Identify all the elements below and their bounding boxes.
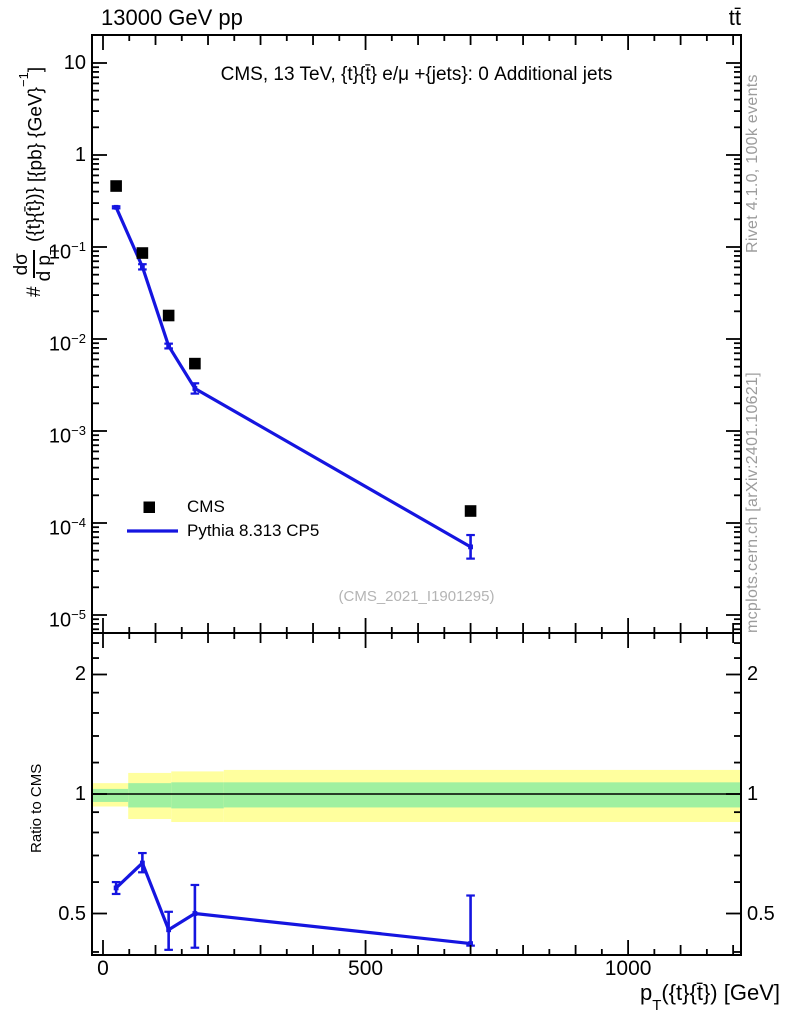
main-y-tick-label: 10−1 [48, 239, 86, 264]
main-y-tick-label: 10−5 [48, 607, 86, 632]
legend-marker-cms [143, 501, 155, 513]
mc-line-vertices-ratio [113, 860, 473, 946]
cms-data-points [110, 180, 477, 517]
ratio-band-green [93, 782, 740, 809]
mc-error-bars-main [111, 205, 475, 560]
side-note-generator: Rivet 4.1.0, 100k events [744, 74, 761, 253]
cms-data-point [189, 357, 201, 370]
ylabel-hash: # [23, 286, 45, 297]
ratio-y-tick-label-left: 1 [74, 783, 86, 805]
mc-line-vertices-main [113, 204, 473, 550]
side-note-mcplots: mcplots.cern.ch [arXiv:2401.10621] [744, 371, 761, 633]
main-panel-frame [91, 34, 742, 634]
header-process: tt̄ [728, 5, 741, 30]
ratio-y-tick-label-right: 1 [747, 783, 759, 805]
ratio-y-axis-label: Ratio to CMS [28, 763, 45, 853]
main-y-tick-label: 1 [74, 144, 86, 166]
mc-error-bars-ratio [111, 851, 475, 951]
ratio-y-tick-label-right: 0.5 [747, 902, 775, 925]
legend-label-pythia: Pythia 8.313 CP5 [187, 521, 320, 540]
analysis-id-watermark: (CMS_2021_I1901295) [338, 588, 495, 605]
cms-data-point [162, 309, 175, 322]
main-y-tick-label: 10−3 [48, 423, 86, 448]
ylabel-args: ({t}{t̄})} [23, 187, 45, 243]
axis-ticks [92, 35, 741, 955]
x-tick-label: 1000 [604, 957, 652, 980]
header-beam-energy: 13000 GeV pp [101, 5, 243, 30]
cms-data-point [136, 247, 149, 259]
ylabel-units: [{pb} {GeV}−1] [16, 66, 47, 183]
ratio-y-tick-label-left: 2 [74, 663, 86, 686]
cms-data-point [464, 505, 477, 517]
x-tick-label: 0 [97, 957, 109, 980]
main-y-tick-label: 10 [63, 52, 86, 74]
plot-title: CMS, 13 TeV, {t}{t̄} e/μ +{jets}: 0 Addi… [220, 64, 613, 85]
cms-data-point [110, 180, 122, 192]
ratio-y-tick-label-right: 2 [747, 663, 759, 686]
ratio-y-tick-label-left: 0.5 [58, 902, 86, 925]
x-tick-label: 500 [348, 957, 384, 980]
main-y-tick-label: 10−2 [48, 331, 86, 356]
pythia-line-main [114, 206, 472, 549]
main-y-tick-label: 10−4 [48, 515, 86, 540]
legend-label-cms: CMS [187, 497, 225, 516]
x-axis-label: pT({t}{t̄}) [GeV] [639, 980, 780, 1015]
